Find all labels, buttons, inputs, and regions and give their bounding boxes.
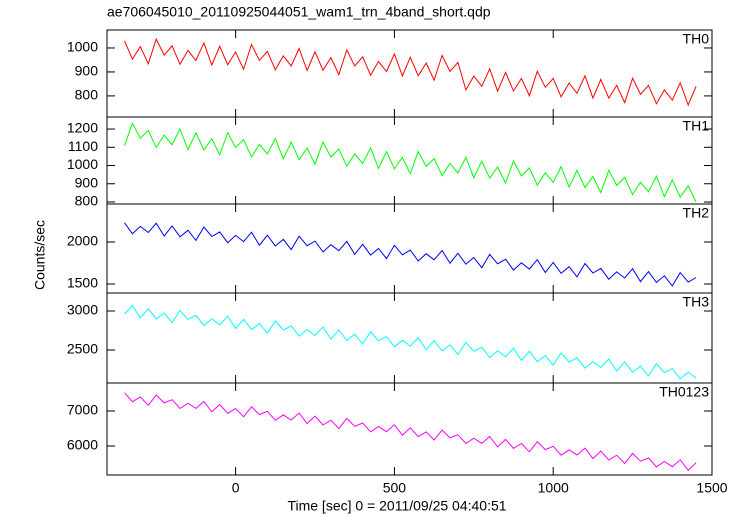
data-line <box>124 222 697 287</box>
data-line <box>124 37 697 107</box>
y-axis-label: Counts/sec <box>32 220 48 290</box>
series-label: TH1 <box>683 118 710 134</box>
data-line <box>124 121 697 203</box>
series-label: TH2 <box>683 205 710 221</box>
data-line <box>124 304 697 380</box>
y-tick-label: 1200 <box>67 120 98 136</box>
x-tick-label: 1000 <box>538 480 569 496</box>
y-tick-label: 7000 <box>67 402 98 418</box>
y-tick-label: 1100 <box>68 138 98 154</box>
y-tick-label: 2500 <box>67 341 98 357</box>
y-tick-label: 900 <box>75 63 99 79</box>
data-line <box>124 392 697 471</box>
series-label: TH3 <box>683 294 710 310</box>
y-tick-label: 800 <box>75 193 99 209</box>
y-tick-label: 1000 <box>67 156 98 172</box>
y-tick-label: 6000 <box>67 437 98 453</box>
chart-title: ae706045010_20110925044051_wam1_trn_4ban… <box>107 4 491 20</box>
series-label: TH0 <box>683 31 710 47</box>
panel-frame <box>106 382 713 476</box>
y-tick-label: 1500 <box>67 275 98 291</box>
x-axis-label: Time [sec] 0 = 2011/09/25 04:40:51 <box>287 498 506 514</box>
y-tick-label: 1000 <box>67 39 98 55</box>
y-tick-label: 800 <box>75 87 99 103</box>
y-tick-label: 900 <box>75 174 99 190</box>
y-tick-label: 2000 <box>67 233 98 249</box>
x-tick-label: 1500 <box>696 480 727 496</box>
x-tick-label: 500 <box>383 480 407 496</box>
x-tick-label: 0 <box>232 480 240 496</box>
series-label: TH0123 <box>659 384 709 400</box>
y-tick-label: 3000 <box>67 302 98 318</box>
